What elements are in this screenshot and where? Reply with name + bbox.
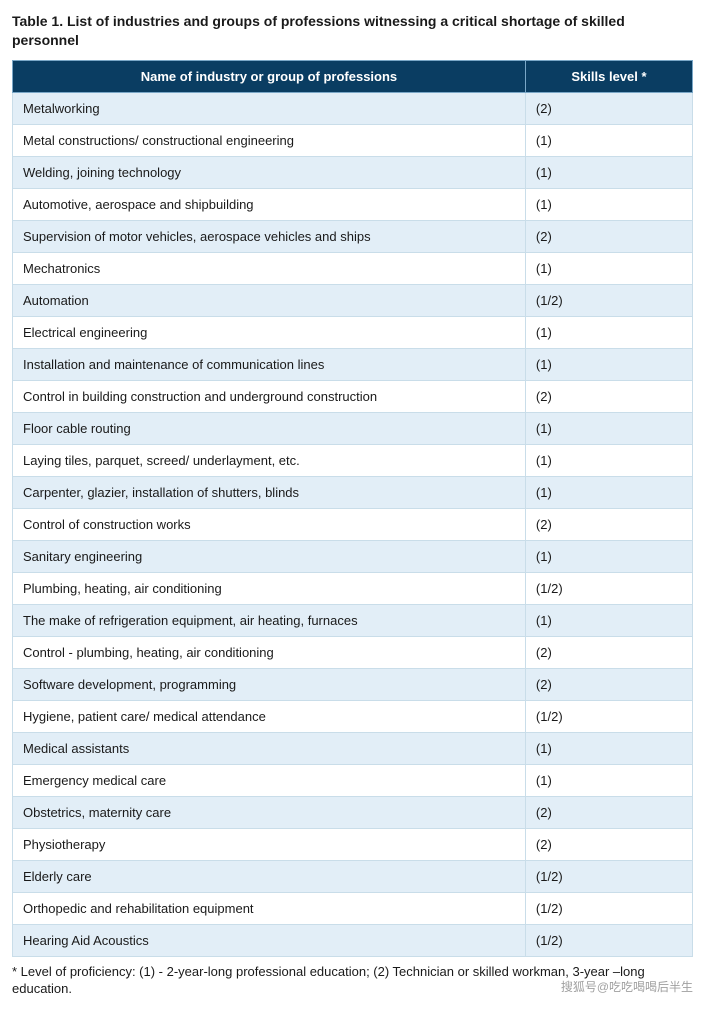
industries-table: Name of industry or group of professions… <box>12 60 693 957</box>
cell-level: (1) <box>525 732 692 764</box>
cell-level: (1) <box>525 540 692 572</box>
table-row: Sanitary engineering(1) <box>13 540 693 572</box>
table-row: Welding, joining technology(1) <box>13 156 693 188</box>
cell-level: (2) <box>525 796 692 828</box>
cell-level: (2) <box>525 508 692 540</box>
table-row: Floor cable routing(1) <box>13 412 693 444</box>
cell-name: Plumbing, heating, air conditioning <box>13 572 526 604</box>
table-title: Table 1. List of industries and groups o… <box>12 12 693 50</box>
cell-name: Electrical engineering <box>13 316 526 348</box>
table-row: Obstetrics, maternity care(2) <box>13 796 693 828</box>
cell-level: (1) <box>525 764 692 796</box>
cell-level: (1) <box>525 444 692 476</box>
cell-name: The make of refrigeration equipment, air… <box>13 604 526 636</box>
table-row: Elderly care(1/2) <box>13 860 693 892</box>
header-row: Name of industry or group of professions… <box>13 60 693 92</box>
cell-name: Control of construction works <box>13 508 526 540</box>
cell-name: Automotive, aerospace and shipbuilding <box>13 188 526 220</box>
cell-level: (2) <box>525 92 692 124</box>
cell-name: Installation and maintenance of communic… <box>13 348 526 380</box>
table-row: Carpenter, glazier, installation of shut… <box>13 476 693 508</box>
table-row: Software development, programming(2) <box>13 668 693 700</box>
table-row: Control of construction works(2) <box>13 508 693 540</box>
cell-level: (1/2) <box>525 924 692 956</box>
table-row: Electrical engineering(1) <box>13 316 693 348</box>
cell-level: (1/2) <box>525 572 692 604</box>
cell-name: Supervision of motor vehicles, aerospace… <box>13 220 526 252</box>
cell-name: Hygiene, patient care/ medical attendanc… <box>13 700 526 732</box>
cell-level: (1/2) <box>525 860 692 892</box>
cell-name: Emergency medical care <box>13 764 526 796</box>
cell-name: Physiotherapy <box>13 828 526 860</box>
cell-name: Obstetrics, maternity care <box>13 796 526 828</box>
table-row: Emergency medical care(1) <box>13 764 693 796</box>
cell-name: Metal constructions/ constructional engi… <box>13 124 526 156</box>
cell-level: (1) <box>525 188 692 220</box>
cell-name: Medical assistants <box>13 732 526 764</box>
table-row: Medical assistants(1) <box>13 732 693 764</box>
cell-level: (2) <box>525 220 692 252</box>
table-row: Automotive, aerospace and shipbuilding(1… <box>13 188 693 220</box>
cell-level: (1) <box>525 604 692 636</box>
table-row: Laying tiles, parquet, screed/ underlaym… <box>13 444 693 476</box>
cell-level: (2) <box>525 636 692 668</box>
cell-level: (2) <box>525 828 692 860</box>
cell-name: Carpenter, glazier, installation of shut… <box>13 476 526 508</box>
cell-level: (1/2) <box>525 700 692 732</box>
table-row: Plumbing, heating, air conditioning(1/2) <box>13 572 693 604</box>
cell-level: (1) <box>525 348 692 380</box>
table-row: Metal constructions/ constructional engi… <box>13 124 693 156</box>
cell-name: Elderly care <box>13 860 526 892</box>
cell-level: (1) <box>525 252 692 284</box>
table-row: Supervision of motor vehicles, aerospace… <box>13 220 693 252</box>
cell-level: (1/2) <box>525 284 692 316</box>
col-header-level: Skills level * <box>525 60 692 92</box>
cell-level: (1) <box>525 476 692 508</box>
cell-level: (2) <box>525 668 692 700</box>
table-row: Automation(1/2) <box>13 284 693 316</box>
cell-name: Mechatronics <box>13 252 526 284</box>
col-header-name: Name of industry or group of professions <box>13 60 526 92</box>
cell-level: (1) <box>525 316 692 348</box>
cell-level: (1/2) <box>525 892 692 924</box>
table-row: Control - plumbing, heating, air conditi… <box>13 636 693 668</box>
cell-name: Orthopedic and rehabilitation equipment <box>13 892 526 924</box>
cell-name: Floor cable routing <box>13 412 526 444</box>
table-row: Installation and maintenance of communic… <box>13 348 693 380</box>
table-row: Orthopedic and rehabilitation equipment(… <box>13 892 693 924</box>
table-row: Metalworking(2) <box>13 92 693 124</box>
table-row: Physiotherapy(2) <box>13 828 693 860</box>
cell-name: Metalworking <box>13 92 526 124</box>
cell-level: (2) <box>525 380 692 412</box>
cell-name: Software development, programming <box>13 668 526 700</box>
cell-name: Welding, joining technology <box>13 156 526 188</box>
table-row: The make of refrigeration equipment, air… <box>13 604 693 636</box>
cell-name: Sanitary engineering <box>13 540 526 572</box>
cell-name: Control in building construction and und… <box>13 380 526 412</box>
cell-name: Laying tiles, parquet, screed/ underlaym… <box>13 444 526 476</box>
table-row: Hearing Aid Acoustics(1/2) <box>13 924 693 956</box>
table-row: Hygiene, patient care/ medical attendanc… <box>13 700 693 732</box>
cell-name: Control - plumbing, heating, air conditi… <box>13 636 526 668</box>
cell-name: Hearing Aid Acoustics <box>13 924 526 956</box>
table-body: Metalworking(2)Metal constructions/ cons… <box>13 92 693 956</box>
footnote: * Level of proficiency: (1) - 2-year-lon… <box>12 963 693 998</box>
cell-level: (1) <box>525 156 692 188</box>
table-row: Control in building construction and und… <box>13 380 693 412</box>
cell-level: (1) <box>525 124 692 156</box>
table-row: Mechatronics(1) <box>13 252 693 284</box>
cell-level: (1) <box>525 412 692 444</box>
cell-name: Automation <box>13 284 526 316</box>
